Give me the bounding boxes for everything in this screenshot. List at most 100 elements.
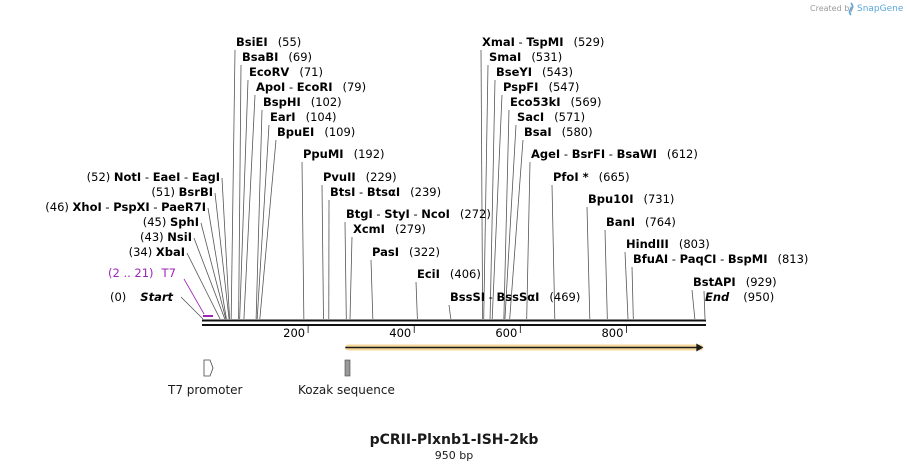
- enzyme-name: BspMI: [728, 252, 768, 266]
- enzyme-position: (79): [343, 80, 367, 94]
- end-leader-line: [703, 290, 706, 320]
- enzyme-name: XhoI: [73, 200, 102, 214]
- enzyme-site-label[interactable]: BssSI - BssSαI (469): [450, 290, 580, 304]
- enzyme-leader-line: [503, 109, 510, 320]
- enzyme-site-label[interactable]: EcoRV (71): [249, 65, 323, 79]
- enzyme-leader-line: [193, 237, 226, 320]
- enzyme-leader-line: [239, 79, 249, 320]
- enzyme-name: HindIII: [626, 237, 669, 251]
- enzyme-site-label[interactable]: PpuMI (192): [303, 147, 385, 161]
- enzyme-site-label[interactable]: BsaBI (69): [242, 50, 312, 64]
- kozak-sequence-box[interactable]: [344, 359, 351, 377]
- enzyme-site-label[interactable]: PspFI (547): [503, 80, 579, 94]
- enzyme-leader-line: [256, 124, 270, 320]
- enzyme-site-label[interactable]: ApoI - EcoRI (79): [256, 80, 366, 94]
- enzyme-position: (43): [140, 230, 167, 244]
- enzyme-name: BpuEI: [277, 125, 314, 139]
- enzyme-site-label[interactable]: BtgI - StyI - NcoI (272): [346, 207, 491, 221]
- enzyme-site-label[interactable]: BtsI - BtsαI (239): [330, 185, 441, 199]
- enzyme-site-label[interactable]: BanI (764): [606, 215, 676, 229]
- enzyme-leader-line: [214, 192, 230, 320]
- enzyme-name: XmaI: [482, 35, 515, 49]
- enzyme-name: BtsαI: [367, 185, 400, 199]
- enzyme-name: BssSI: [450, 290, 485, 304]
- scale-tick-label: 800: [601, 326, 623, 340]
- enzyme-site-label[interactable]: BsiEI (55): [236, 35, 301, 49]
- separator: -: [560, 147, 571, 161]
- enzyme-position: (279): [395, 222, 426, 236]
- enzyme-site-label[interactable]: PvuII (229): [323, 170, 397, 184]
- enzyme-leader-line: [230, 49, 236, 320]
- enzyme-name: Bpu10I: [588, 192, 633, 206]
- enzyme-site-label[interactable]: (46) XhoI - PspXI - PaeR7I: [45, 200, 206, 214]
- enzyme-position: (580): [562, 125, 593, 139]
- enzyme-position: (665): [599, 170, 630, 184]
- enzyme-leader-line: [186, 252, 221, 320]
- enzyme-site-label[interactable]: (51) BsrBI: [151, 185, 213, 199]
- separator: -: [141, 170, 152, 184]
- enzyme-site-label[interactable]: BfuAI - PaqCI - BspMI (813): [633, 252, 808, 266]
- enzyme-name: EciI: [417, 267, 440, 281]
- enzyme-position: (69): [288, 50, 312, 64]
- enzyme-name: NsiI: [167, 230, 192, 244]
- enzyme-site-label[interactable]: BseYI (543): [496, 65, 573, 79]
- enzyme-site-label[interactable]: BsaI (580): [524, 125, 593, 139]
- enzyme-site-label[interactable]: HindIII (803): [626, 237, 710, 251]
- separator: -: [285, 80, 296, 94]
- enzyme-site-label[interactable]: (52) NotI - EaeI - EagI: [87, 170, 220, 184]
- snapgene-logo-icon: [848, 2, 854, 16]
- enzyme-position: (229): [366, 170, 397, 184]
- enzyme-site-label[interactable]: BpuEI (109): [277, 125, 355, 139]
- enzyme-position: (192): [354, 147, 385, 161]
- enzyme-site-label[interactable]: BspHI (102): [263, 95, 342, 109]
- enzyme-site-label[interactable]: (43) NsiI: [140, 230, 192, 244]
- start-leader-line: [180, 296, 204, 320]
- plasmid-title: pCRII-Plxnb1-ISH-2kb: [370, 432, 539, 448]
- enzyme-leader-line: [489, 79, 496, 320]
- enzyme-site-label[interactable]: EciI (406): [417, 267, 481, 281]
- enzyme-site-label[interactable]: PasI (322): [372, 245, 440, 259]
- enzyme-site-label[interactable]: XmaI - TspMI (529): [482, 35, 604, 49]
- enzyme-site-label[interactable]: PfoI * (665): [553, 170, 630, 184]
- enzyme-name: BanI: [606, 215, 635, 229]
- enzyme-name: AgeI: [531, 147, 560, 161]
- dna-backbone: [202, 319, 706, 326]
- enzyme-name: PspXI: [113, 200, 149, 214]
- enzyme-leader-line: [255, 109, 263, 320]
- leader-lines: [180, 49, 706, 320]
- t7-primer-leader: [183, 278, 205, 315]
- enzyme-site-label[interactable]: BstAPI (929): [693, 275, 777, 289]
- enzyme-site-label[interactable]: (34) XbaI: [129, 245, 185, 259]
- enzyme-site-label[interactable]: SmaI (531): [489, 50, 562, 64]
- scale-tick-label: 200: [283, 326, 305, 340]
- enzyme-site-label[interactable]: (45) SphI: [143, 215, 199, 229]
- enzyme-name: PaeR7I: [161, 200, 206, 214]
- orf-arrow[interactable]: [345, 343, 704, 352]
- enzyme-leader-line: [586, 206, 591, 320]
- enzyme-position: (764): [645, 215, 676, 229]
- enzyme-name: BsiEI: [236, 35, 268, 49]
- enzyme-site-label[interactable]: Eco53kI (569): [510, 95, 601, 109]
- enzyme-site-label[interactable]: Bpu10I (731): [588, 192, 674, 206]
- enzyme-name: EaeI: [153, 170, 181, 184]
- enzyme-position: (102): [311, 95, 342, 109]
- enzyme-site-label[interactable]: AgeI - BsrFI - BsaWI (612): [531, 147, 698, 161]
- enzyme-name: StyI: [384, 207, 410, 221]
- enzyme-site-label[interactable]: EarI (104): [270, 110, 337, 124]
- enzyme-name: NotI: [114, 170, 141, 184]
- enzyme-position: (104): [306, 110, 337, 124]
- enzyme-leader-line: [200, 222, 227, 320]
- enzyme-site-label[interactable]: SacI (571): [517, 110, 585, 124]
- enzyme-name: TspMI: [526, 35, 563, 49]
- enzyme-name: BsaI: [524, 125, 552, 139]
- enzyme-name: BtgI: [346, 207, 373, 221]
- t7-primer-label[interactable]: (2 .. 21) T7: [108, 266, 176, 280]
- orf-arrowhead-icon: [696, 343, 704, 352]
- enzyme-position: (34): [129, 245, 156, 259]
- features-track: T7 promoter Kozak sequence: [167, 359, 395, 397]
- t7-promoter-arrow[interactable]: [203, 359, 214, 377]
- enzyme-site-label[interactable]: XcmI (279): [353, 222, 426, 236]
- separator: -: [485, 290, 496, 304]
- enzyme-leader-line: [483, 64, 489, 320]
- separator: -: [373, 207, 384, 221]
